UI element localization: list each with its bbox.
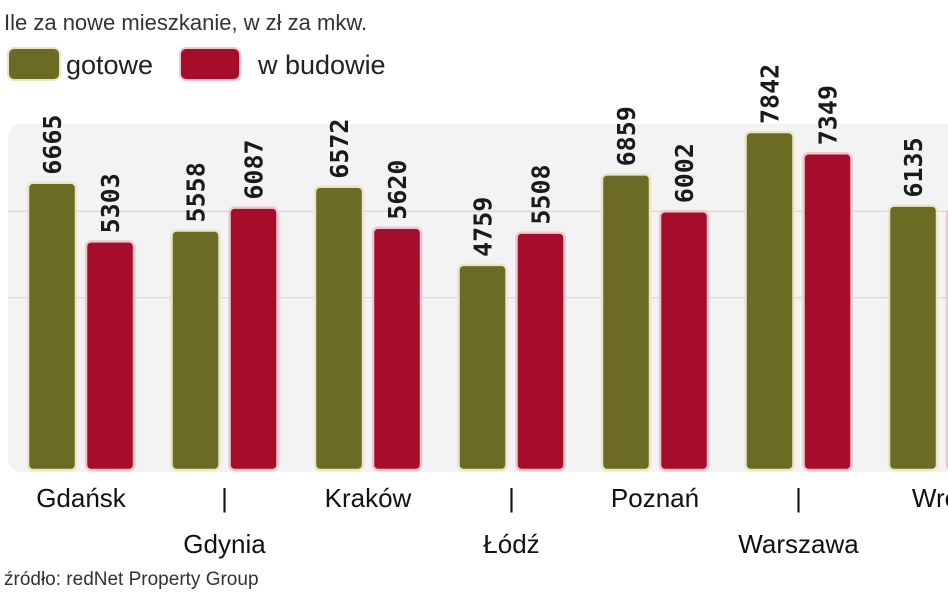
- bar-gotowe-4: [600, 173, 652, 472]
- category-label: Gdynia: [183, 529, 266, 559]
- bar-w-budowie-5: [802, 151, 853, 472]
- bar-gotowe-5: [744, 130, 795, 472]
- data-label: 6665: [38, 115, 67, 175]
- bar-w-budowie-3: [515, 231, 566, 472]
- legend-swatch-gotowe: [7, 47, 61, 81]
- data-label: 5303: [96, 173, 125, 233]
- data-label: 4759: [469, 197, 498, 257]
- bar-gotowe-3: [457, 263, 508, 472]
- bar-w-budowie-4: [658, 210, 710, 472]
- bar-w-budowie-2: [371, 226, 423, 472]
- category-label: Poznań: [611, 483, 699, 513]
- data-label: 6002: [670, 143, 699, 203]
- source-note: źródło: redNet Property Group: [4, 569, 259, 590]
- data-label: 5508: [527, 164, 556, 224]
- bar-gotowe-6: [887, 204, 939, 472]
- bar-w-budowie-0: [84, 240, 136, 472]
- category-label: Łódź: [483, 529, 539, 559]
- data-label: 7349: [814, 85, 843, 145]
- data-label: 6859: [612, 106, 641, 166]
- data-label: 5620: [383, 160, 412, 220]
- category-label: Wroc: [912, 483, 948, 513]
- category-label: Kraków: [325, 483, 412, 513]
- chart-title: Ile za nowe mieszkanie, w zł za mkw.: [4, 10, 367, 35]
- category-tick: |: [508, 483, 515, 513]
- category-label: Warszawa: [738, 529, 859, 559]
- bar-gotowe-2: [313, 185, 365, 472]
- data-label: 6135: [899, 137, 928, 197]
- data-label: 6087: [240, 139, 269, 199]
- bar-gotowe-1: [170, 229, 221, 472]
- legend-swatch-w-budowie: [179, 47, 241, 81]
- legend-label-w-budowie: w budowie: [257, 50, 386, 80]
- category-label: Gdańsk: [36, 483, 127, 513]
- data-label: 6572: [325, 119, 354, 179]
- data-label: 7842: [756, 64, 785, 124]
- category-tick: |: [795, 483, 802, 513]
- legend: gotowe w budowie: [7, 47, 386, 81]
- legend-label-gotowe: gotowe: [66, 50, 153, 80]
- category-tick: |: [221, 483, 228, 513]
- bar-w-budowie-1: [228, 206, 279, 472]
- bar-gotowe-0: [26, 181, 78, 472]
- data-label: 5558: [182, 162, 211, 222]
